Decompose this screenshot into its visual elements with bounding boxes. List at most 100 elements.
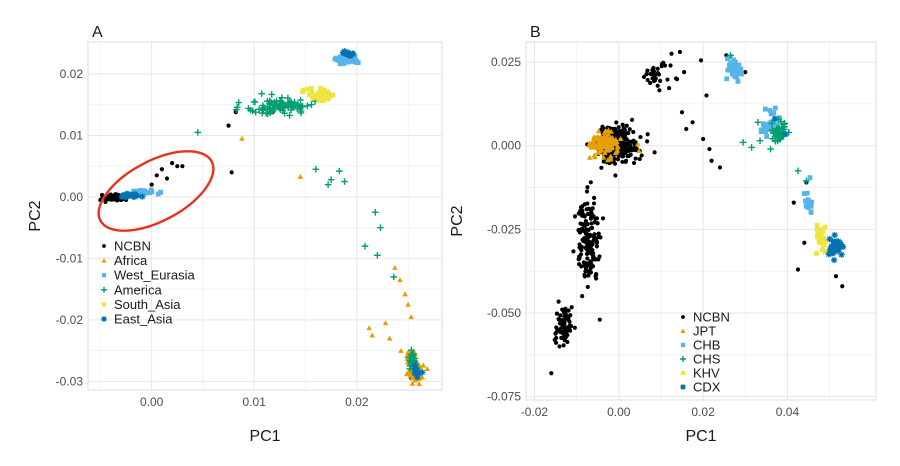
data-point	[322, 87, 327, 93]
data-point	[707, 146, 712, 152]
data-point	[608, 128, 614, 134]
data-point	[278, 94, 286, 102]
y-tick-label: 0.025	[491, 55, 521, 69]
data-point	[725, 67, 731, 73]
data-point	[602, 150, 608, 156]
data-point	[840, 284, 845, 289]
data-point	[620, 154, 626, 159]
data-point	[583, 266, 589, 271]
legend-label: NCBN	[114, 239, 151, 254]
data-point	[822, 249, 828, 255]
data-point	[594, 145, 600, 151]
data-point	[704, 93, 709, 98]
data-point	[159, 167, 164, 172]
data-point	[571, 249, 576, 254]
data-point	[269, 104, 277, 112]
data-point	[761, 121, 766, 127]
data-point	[329, 93, 335, 98]
legend-key	[101, 273, 107, 278]
data-point	[170, 161, 175, 166]
data-point	[587, 232, 593, 237]
data-point	[816, 235, 822, 241]
data-point	[731, 57, 736, 63]
x-tick-label: 0.02	[691, 405, 715, 419]
data-point	[226, 123, 231, 128]
data-point	[829, 238, 837, 245]
data-point	[764, 134, 770, 139]
data-point	[684, 126, 689, 132]
y-tick-label: 0.01	[60, 128, 84, 142]
data-point	[262, 110, 270, 117]
data-point	[589, 138, 596, 144]
series-jpt	[586, 127, 642, 163]
data-point	[639, 153, 644, 158]
data-point	[402, 291, 408, 297]
data-point	[598, 135, 605, 141]
legend-label: America	[114, 282, 162, 297]
data-point	[581, 213, 586, 218]
data-point	[341, 178, 348, 185]
data-point	[558, 313, 563, 318]
legend-key	[101, 302, 107, 307]
data-point	[589, 225, 595, 230]
data-point	[801, 191, 807, 197]
data-point	[826, 235, 833, 243]
data-point	[768, 120, 776, 127]
data-point	[553, 331, 558, 336]
data-point	[591, 254, 596, 259]
data-point	[589, 214, 594, 219]
data-point	[748, 144, 755, 151]
data-point	[791, 200, 796, 205]
data-point	[412, 377, 418, 383]
data-point	[733, 73, 738, 79]
data-point	[586, 248, 591, 253]
y-axis-title: PC2	[27, 200, 44, 231]
data-point	[318, 88, 324, 94]
legend-key	[680, 370, 686, 376]
series-east-asia	[118, 48, 426, 381]
data-point	[768, 126, 776, 134]
data-point	[568, 323, 573, 328]
data-point	[767, 145, 774, 153]
data-point	[648, 80, 653, 86]
data-point	[414, 365, 421, 373]
data-point	[585, 239, 591, 244]
panel-b: -0.02 0.00 0.02 0.04 -0.075 -0.050 -0.025 0.000…	[449, 24, 877, 445]
data-point	[147, 190, 152, 196]
series-cdx	[771, 115, 847, 264]
data-point	[632, 147, 637, 152]
data-point	[392, 264, 398, 270]
data-point	[588, 266, 593, 271]
data-point	[607, 145, 613, 151]
data-point	[626, 153, 631, 159]
data-point	[403, 371, 410, 377]
data-point	[762, 106, 768, 112]
data-point	[588, 270, 594, 275]
data-point	[164, 176, 170, 181]
data-point	[276, 103, 283, 110]
data-point	[297, 96, 304, 104]
data-point	[407, 357, 415, 364]
data-point	[592, 195, 597, 200]
data-point	[289, 102, 297, 110]
data-point	[277, 106, 284, 113]
data-point	[142, 189, 148, 194]
data-point	[344, 49, 352, 56]
data-point	[652, 78, 657, 83]
data-point	[245, 105, 252, 112]
data-point	[324, 181, 332, 188]
x-tick-label: 0.04	[776, 405, 800, 419]
data-point	[594, 240, 600, 246]
data-point	[293, 105, 301, 113]
legend: NCBNAfricaWest_EurasiaAmericaSouth_AsiaE…	[101, 239, 195, 327]
data-point	[361, 242, 369, 250]
data-point	[599, 143, 605, 149]
data-point	[594, 236, 599, 241]
data-point	[321, 93, 327, 99]
data-point	[582, 229, 587, 234]
data-point	[638, 134, 643, 140]
data-point	[327, 176, 335, 184]
data-point	[308, 85, 314, 91]
data-point	[808, 203, 814, 209]
data-point	[592, 154, 598, 160]
